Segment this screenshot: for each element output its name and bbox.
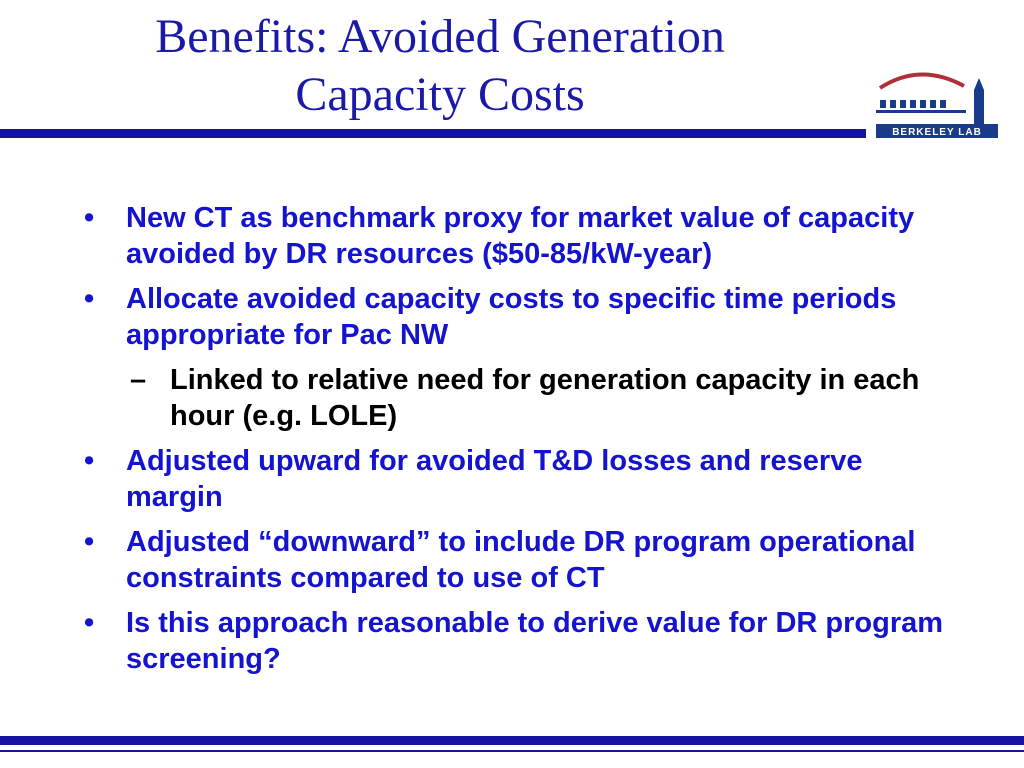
bullet-text: New CT as benchmark proxy for market val… [126, 202, 915, 270]
bullet-text: Adjusted “downward” to include DR progra… [126, 526, 916, 594]
berkeley-lab-logo: BERKELEY LAB [872, 66, 1002, 146]
sub-bullet-marker: – [130, 364, 147, 396]
sub-bullet-item: – Linked to relative need for generation… [84, 362, 944, 434]
logo-text: BERKELEY LAB [892, 127, 982, 138]
slide-title: Benefits: Avoided Generation Capacity Co… [0, 8, 880, 124]
bullet-text: Allocate avoided capacity costs to speci… [126, 283, 897, 351]
bullet-item: • Adjusted upward for avoided T&D losses… [84, 443, 944, 515]
bullet-marker: • [84, 445, 95, 477]
logo-building [876, 100, 966, 113]
bullet-marker: • [84, 283, 95, 315]
berkeley-lab-logo-icon: BERKELEY LAB [876, 72, 998, 138]
slide-title-line-2: Capacity Costs [295, 68, 585, 121]
slide-title-line-1: Benefits: Avoided Generation [155, 10, 725, 63]
footer-divider [0, 736, 1024, 745]
bullet-marker: • [84, 526, 95, 558]
sub-bullet-text: Linked to relative need for generation c… [170, 364, 920, 432]
bullet-list: • New CT as benchmark proxy for market v… [84, 200, 944, 686]
bullet-item: • New CT as benchmark proxy for market v… [84, 200, 944, 272]
logo-banner [876, 124, 998, 138]
bullet-item: • Is this approach reasonable to derive … [84, 605, 944, 677]
bullet-text: Adjusted upward for avoided T&D losses a… [126, 445, 863, 513]
bullet-item: • Adjusted “downward” to include DR prog… [84, 524, 944, 596]
bullet-marker: • [84, 607, 95, 639]
bullet-item: • Allocate avoided capacity costs to spe… [84, 281, 944, 353]
logo-arc [878, 72, 965, 90]
footer-divider-thin [0, 750, 1024, 752]
title-divider [0, 129, 866, 138]
bullet-text: Is this approach reasonable to derive va… [126, 607, 944, 675]
bullet-marker: • [84, 202, 95, 234]
logo-tower [974, 78, 984, 124]
